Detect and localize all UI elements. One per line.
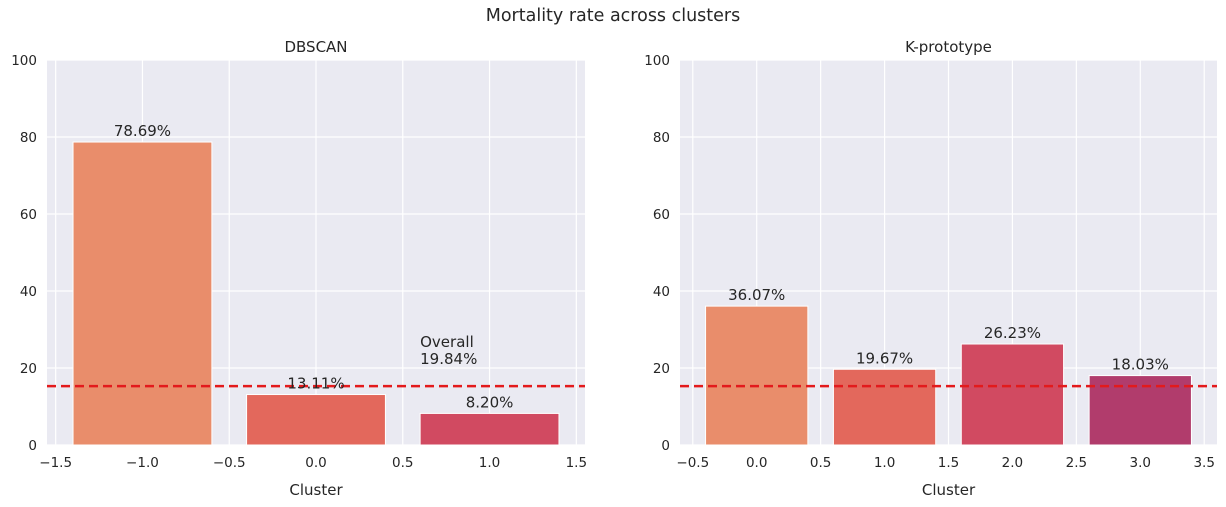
data-label: 8.20% (466, 393, 514, 411)
annotation-text: 19.84% (420, 350, 477, 368)
x-tick-label: 0.0 (305, 455, 326, 471)
data-label: 26.23% (984, 324, 1041, 342)
data-label: 36.07% (728, 286, 785, 304)
x-tick-label: 0.0 (746, 455, 767, 471)
kprototype-panel: 36.07% 19.67% 26.23% 18.03% −0.5 0.0 0.5 1.0 1.5… (644, 38, 1217, 499)
bar (419, 412, 560, 446)
x-tick-label: −1.0 (126, 455, 159, 471)
x-axis-label: Cluster (289, 481, 343, 499)
bar (246, 394, 386, 446)
y-tick-label: 0 (28, 438, 37, 454)
y-tick-label: 20 (20, 361, 37, 377)
x-tick-label: 2.5 (1066, 455, 1087, 471)
y-tick-label: 20 (653, 361, 670, 377)
x-tick-label: 1.0 (874, 455, 895, 471)
bar (832, 368, 937, 446)
x-tick-label: 3.5 (1193, 455, 1214, 471)
data-label: 18.03% (1112, 356, 1169, 374)
x-tick-label: 2.0 (1002, 455, 1023, 471)
x-tick-label: −0.5 (213, 455, 246, 471)
x-tick-label: 0.5 (810, 455, 831, 471)
subplot-title: K-prototype (905, 38, 992, 56)
x-axis-label: Cluster (922, 481, 976, 499)
subplot-title: DBSCAN (284, 38, 347, 56)
x-tick-label: −0.5 (676, 455, 709, 471)
annotation-text: Overall (420, 333, 474, 351)
x-tick-label: 1.0 (479, 455, 500, 471)
y-tick-label: 60 (653, 207, 670, 223)
figure-title: Mortality rate across clusters (485, 6, 741, 26)
y-tick-label: 40 (20, 284, 37, 300)
x-tick-label: 1.5 (938, 455, 959, 471)
bar (705, 305, 809, 446)
x-tick-label: 0.5 (392, 455, 413, 471)
x-tick-label: 1.5 (566, 455, 587, 471)
y-tick-label: 100 (644, 53, 670, 69)
data-label: 78.69% (114, 122, 171, 140)
y-tick-label: 80 (20, 130, 37, 146)
y-tick-label: 80 (653, 130, 670, 146)
data-label: 13.11% (287, 375, 344, 393)
bar (960, 343, 1065, 446)
data-label: 19.67% (856, 349, 913, 367)
bar (72, 141, 213, 446)
x-tick-label: 3.0 (1130, 455, 1151, 471)
y-tick-label: 60 (20, 207, 37, 223)
y-tick-label: 40 (653, 284, 670, 300)
y-tick-label: 0 (661, 438, 670, 454)
x-tick-label: −1.5 (39, 455, 72, 471)
y-tick-label: 100 (11, 53, 37, 69)
